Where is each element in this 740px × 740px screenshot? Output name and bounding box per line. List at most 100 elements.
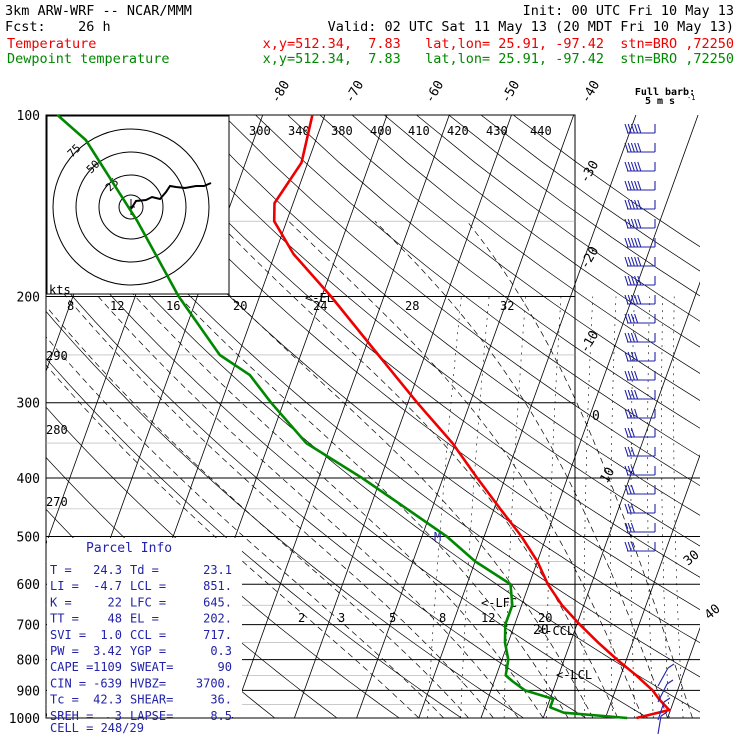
mixing-ratio-label: 28 xyxy=(405,299,419,313)
parcel-stat-value: 3.42 xyxy=(93,644,122,658)
parcel-stat-value: 851. xyxy=(203,579,232,593)
mixing-ratio-line xyxy=(460,296,490,718)
theta-label: 430 xyxy=(486,124,508,138)
dry-adiabat-line xyxy=(351,115,700,374)
moist-adiabat-line xyxy=(157,220,594,718)
parcel-cell: CELL = 248/29 xyxy=(50,721,144,735)
barb-key-units-exponent: -1 xyxy=(687,94,695,102)
parcel-stat-label: Tc = xyxy=(50,693,79,707)
dry-adiabat-line xyxy=(46,220,649,718)
isotherm-line xyxy=(231,115,450,718)
dry-adiabat-line xyxy=(480,115,700,272)
wind-barb xyxy=(624,370,656,381)
dewpoint-location-info: x,y=512.34, 7.83 lat,lon= 25.91, -97.42 … xyxy=(263,51,734,67)
isotherm-line xyxy=(667,626,700,718)
wind-barb xyxy=(624,541,656,552)
mixing-ratio-label: 2 xyxy=(298,611,305,625)
dry-adiabat-line xyxy=(287,115,700,429)
parcel-stat-label: TT = xyxy=(50,612,79,626)
parcel-info-panel: Parcel Info T = 24.3 Td = 23.1 LI = -4.7 LCL = 8… xyxy=(47,538,242,735)
pressure-label-800: 800 xyxy=(17,654,40,669)
dry-adiabat-line xyxy=(222,115,700,487)
parcel-stat-label: SVI = xyxy=(50,628,86,642)
parcel-stat-value: -4.7 xyxy=(93,579,122,593)
dry-adiabat-line xyxy=(46,134,700,678)
pressure-label-400: 400 xyxy=(17,472,40,487)
theta-label: 300 xyxy=(249,124,271,138)
pressure-label-900: 900 xyxy=(17,684,40,699)
moist-adiabat-line xyxy=(374,220,668,718)
parcel-stat-label: LAPSE= xyxy=(130,709,173,723)
wind-barb xyxy=(624,275,656,286)
wind-barb xyxy=(657,697,671,721)
parcel-stat-value: 23.1 xyxy=(203,563,232,577)
header: 3km ARW-WRF -- NCAR/MMM Init: 00 UTC Fri… xyxy=(5,3,734,67)
isotherm-line xyxy=(542,281,700,718)
wind-barb xyxy=(624,294,656,305)
wind-barb xyxy=(624,465,656,476)
wind-barb xyxy=(624,389,656,400)
parcel-stat-value: -639 xyxy=(93,676,122,690)
wind-barbs xyxy=(624,123,675,735)
parcel-stat-value: 24.3 xyxy=(93,563,122,577)
pressure-label-600: 600 xyxy=(17,578,40,593)
parcel-stat-label: SREH = xyxy=(50,709,93,723)
level-marker-ccl: <-CCL xyxy=(538,624,574,638)
parcel-stat-label: CIN = xyxy=(50,676,86,690)
parcel-stat-label: T = xyxy=(50,563,72,577)
dry-adiabat-line xyxy=(158,115,700,547)
mixing-ratio-label: 16 xyxy=(166,299,180,313)
parcel-stat-value: 645. xyxy=(203,595,232,609)
wind-barb xyxy=(624,199,656,210)
isotherm-line xyxy=(730,115,740,718)
dry-adiabat-line xyxy=(94,115,700,611)
parcel-stat-label: CAPE = xyxy=(50,660,93,674)
parcel-stat-label: SWEAT= xyxy=(130,660,173,674)
parcel-stat-value: 1.0 xyxy=(100,628,122,642)
wind-barb xyxy=(624,484,656,495)
moist-adiabat-line xyxy=(109,220,569,718)
mixing-ratio-label: 32 xyxy=(500,299,514,313)
isotherm-label: -10 xyxy=(577,328,602,356)
mixing-ratio-label: 20 xyxy=(538,611,552,625)
theta-label: 280 xyxy=(46,423,68,437)
dewpoint-legend: Dewpoint temperature xyxy=(7,51,170,67)
level-marker-lfc: <-LFC xyxy=(481,596,517,610)
parcel-stat-label: LFC = xyxy=(130,595,166,609)
moist-adiabat-line xyxy=(46,364,420,718)
parcel-stat-value: 717. xyxy=(203,628,232,642)
isotherm-label: -30 xyxy=(577,158,602,186)
wind-barb xyxy=(624,142,656,153)
parcel-stat-label: LI = xyxy=(50,579,79,593)
parcel-stat-label: EL = xyxy=(130,612,159,626)
parcel-stat-value: 8.5 xyxy=(210,709,232,723)
parcel-stat-value: 0.3 xyxy=(210,644,232,658)
isotherm-label: -40 xyxy=(578,78,603,106)
wind-barb xyxy=(624,408,656,419)
dry-adiabat-line xyxy=(190,115,700,516)
parcel-stat-value: 3700. xyxy=(196,676,232,690)
valid-time: Valid: 02 UTC Sat 11 May 13 (20 MDT Fri … xyxy=(328,19,734,35)
isotherm-line xyxy=(356,115,575,718)
theta-label: 440 xyxy=(530,124,552,138)
wind-barb xyxy=(624,256,656,267)
isotherm-label: 0 xyxy=(592,409,600,424)
mixing-ratio-line xyxy=(583,296,594,718)
parcel-stat-value: 90 xyxy=(218,660,232,674)
level-marker-el: <-EL xyxy=(305,291,334,305)
temperature-legend: Temperature xyxy=(7,36,96,52)
parcel-stat-value: 22 xyxy=(108,595,122,609)
mixing-ratio-line xyxy=(647,296,654,718)
hodograph-ring xyxy=(52,128,210,286)
dry-adiabat-line xyxy=(46,310,524,718)
mixing-ratio-label: 8 xyxy=(439,611,446,625)
mixing-ratio-label: 20 xyxy=(233,299,247,313)
temperature-profile xyxy=(272,114,671,720)
parcel-stat-value: 3 xyxy=(115,709,122,723)
mixing-ratio-label: 12 xyxy=(110,299,124,313)
wind-barb xyxy=(657,663,675,687)
parcel-stat-label: CCL = xyxy=(130,628,166,642)
dry-adiabat-line xyxy=(61,115,700,644)
hodograph-ring xyxy=(75,151,187,263)
